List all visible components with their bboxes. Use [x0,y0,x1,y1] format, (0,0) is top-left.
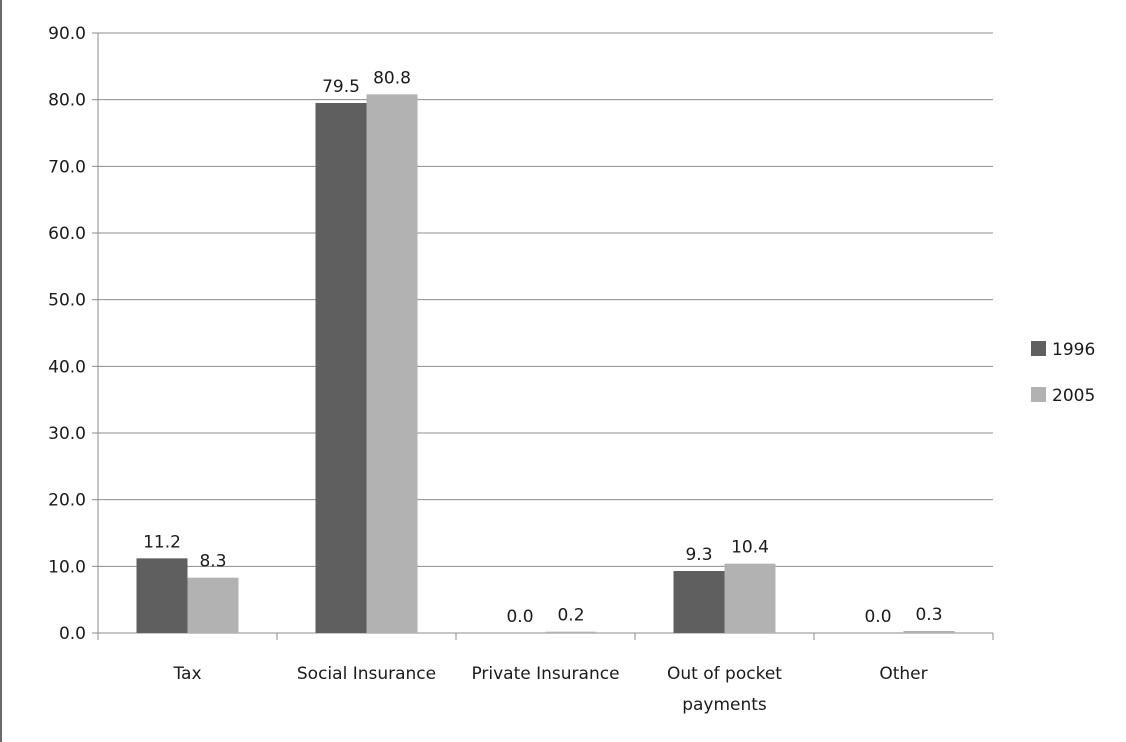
x-category-label: Out of pocket [667,664,782,684]
y-tick-label: 30.0 [48,424,86,444]
y-tick-label: 0.0 [59,624,86,644]
legend: 1996 2005 [1031,340,1095,406]
bar-2005 [187,577,239,633]
y-tick-label: 70.0 [48,157,86,177]
y-tick-label: 20.0 [48,491,86,511]
x-category-label: Tax [172,664,201,684]
bar-1996 [673,571,725,633]
y-tick-label: 50.0 [48,291,86,311]
bar-2005 [545,631,597,633]
data-label: 79.5 [322,77,360,97]
legend-swatch-1996 [1031,341,1046,356]
data-label: 9.3 [685,545,712,565]
bars [136,94,955,634]
x-category-label: Private Insurance [471,664,619,684]
bar-2005 [903,631,955,633]
data-label: 11.2 [143,532,181,552]
bar-1996 [136,558,188,633]
x-category-label: Other [879,664,927,684]
data-labels: 11.2 8.3 79.5 80.8 0.0 0.2 9.3 10.4 0.0 0.3 [143,68,942,627]
bar-2005 [366,94,418,634]
x-category-label: payments [682,695,767,715]
y-tick-label: 90.0 [48,24,86,44]
bar-2005 [724,563,776,633]
legend-label-1996: 1996 [1052,340,1095,360]
data-label: 0.2 [557,606,584,626]
legend-label-2005: 2005 [1052,386,1095,406]
y-tick-label: 80.0 [48,91,86,111]
gridlines [98,32,993,567]
y-tick-label: 40.0 [48,357,86,377]
y-tick-label: 10.0 [48,557,86,577]
x-category-label: Social Insurance [297,664,436,684]
axes: 0.0 10.0 20.0 30.0 40.0 50.0 60.0 70.0 80.0 90.0 T… [48,24,994,715]
data-label: 0.3 [915,605,942,625]
legend-swatch-2005 [1031,387,1046,402]
data-label: 10.4 [731,538,769,558]
data-label: 80.8 [373,68,411,88]
data-label: 0.0 [864,607,891,627]
data-label: 0.0 [506,607,533,627]
data-label: 8.3 [199,552,226,572]
bar-1996 [315,103,367,633]
y-tick-label: 60.0 [48,224,86,244]
